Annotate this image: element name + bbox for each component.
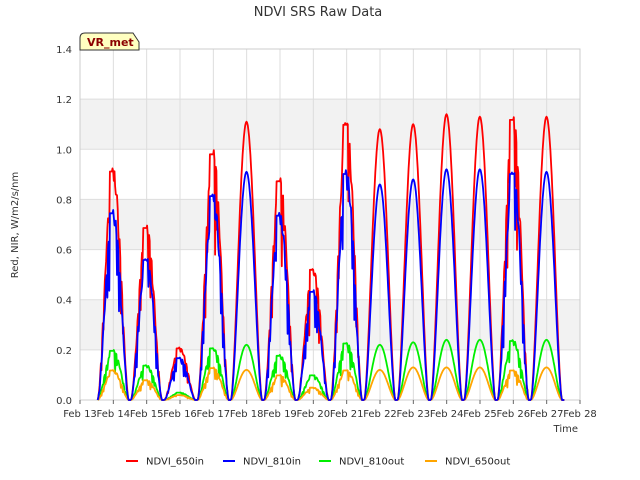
x-tick-label: Feb 15 [130,409,164,420]
x-tick-label: Feb 28 [563,409,597,420]
plot-bands [80,99,580,350]
y-axis-label: Red, NIR, W/m2/s/nm [10,172,21,278]
x-axis-label: Time [553,424,578,435]
legend-label: NDVI_650out [445,457,510,468]
badge-label: VR_met [87,36,134,49]
x-tick-label: Feb 25 [463,409,497,420]
legend-label: NDVI_810out [339,457,404,468]
x-tick-label: Feb 16 [163,409,197,420]
y-tick-label: 1.2 [56,95,72,106]
series-line-ndvi-650in [96,113,565,401]
legend-label: NDVI_650in [146,457,204,468]
x-tick-label: Feb 23 [397,409,431,420]
x-tick-label: Feb 27 [530,409,564,420]
x-tick-label: Feb 14 [97,409,131,420]
plot-band [80,299,580,350]
y-tick-label: 1.0 [56,145,72,156]
y-tick-label: 0.4 [56,296,72,307]
series-layer [96,113,565,401]
chart-badge: VR_met [79,32,140,51]
chart-title: NDVI SRS Raw Data [254,5,383,20]
legend-label: NDVI_810in [243,457,301,468]
x-tick-label: Feb 19 [263,409,297,420]
y-tick-label: 0.6 [56,246,72,257]
series-line-ndvi-810in [96,168,565,401]
x-tick-label: Feb 21 [330,409,364,420]
y-tick-label: 1.4 [56,45,72,56]
y-tick-label: 0.8 [56,195,72,206]
y-axis: 0.0 0.2 0.4 0.6 0.8 1.0 1.2 1.4 [56,45,72,407]
badge-shape [79,32,140,51]
plot-band [80,199,580,250]
x-tick-label: Feb 22 [363,409,397,420]
x-tick-label: Feb 20 [297,409,331,420]
x-tick-label: Feb 13 [63,409,97,420]
plot-band [80,99,580,150]
x-tick-label: Feb 17 [197,409,231,420]
x-tick-label: Feb 18 [230,409,264,420]
x-tick-label: Feb 24 [430,409,464,420]
y-tick-label: 0.0 [56,396,72,407]
series-line-ndvi-650out [97,366,565,401]
x-axis: Feb 13 Feb 14 Feb 15 Feb 16 Feb 17 Feb 18 Feb … [63,400,597,420]
legend: NDVI_650in NDVI_810in NDVI_810out NDVI_650o… [126,457,510,468]
series-line-ndvi-810out [97,338,565,401]
y-tick-label: 0.2 [56,346,72,357]
x-tick-label: Feb 26 [497,409,531,420]
